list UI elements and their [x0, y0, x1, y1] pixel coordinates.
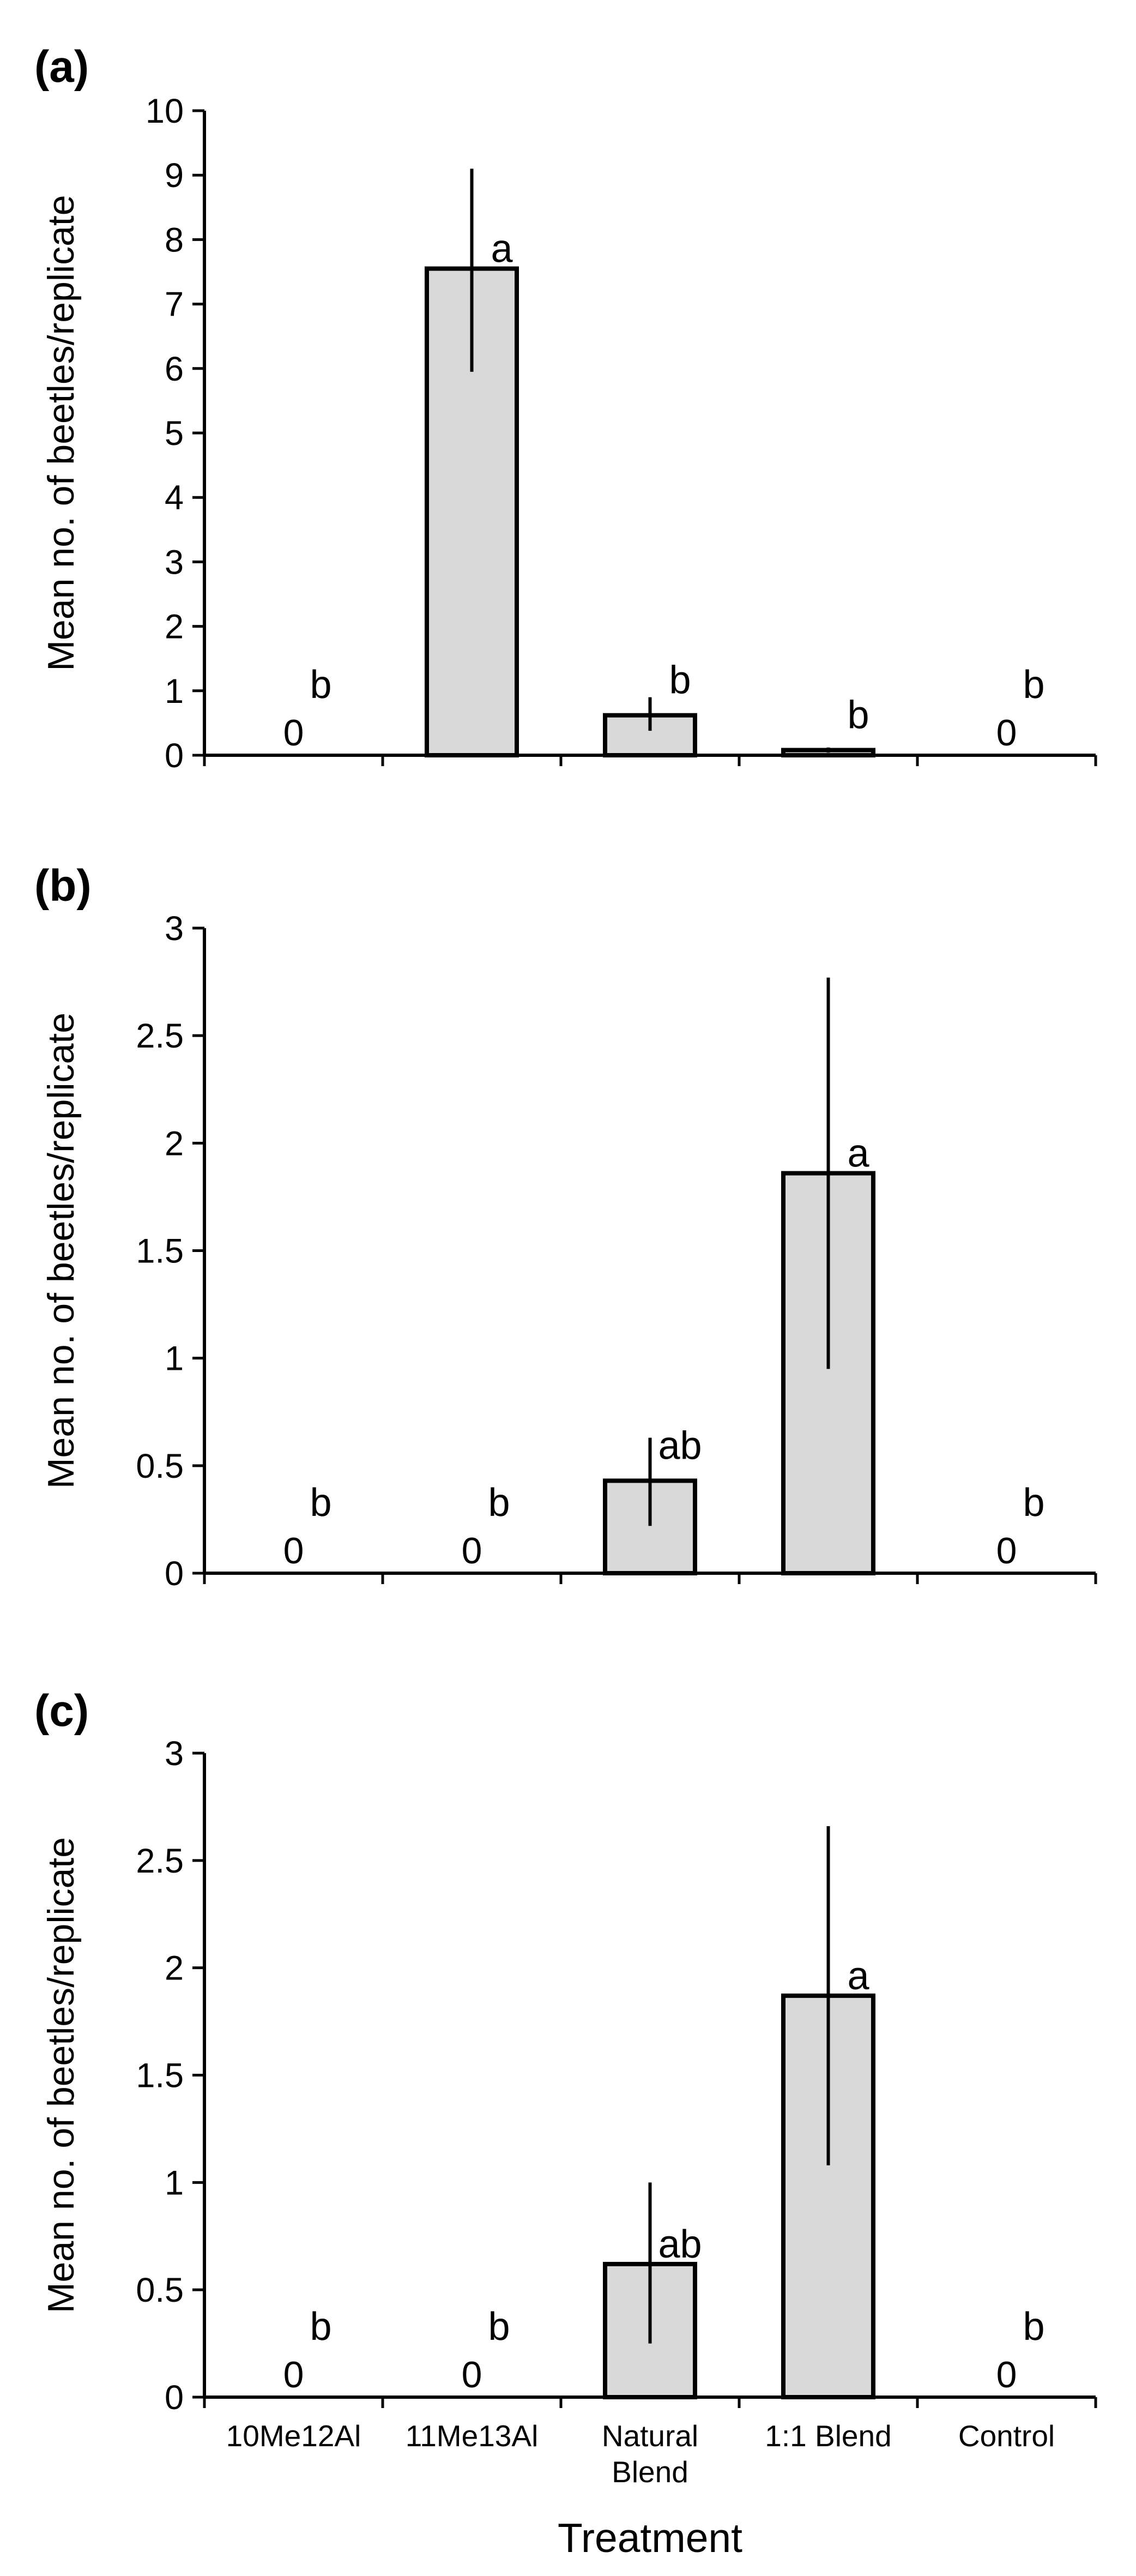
- panel-c-y-tick-label: 2.5: [136, 1842, 184, 1880]
- panel-a-y-tick-label: 0: [165, 737, 184, 775]
- panel-b-zero-label-1: 0: [283, 1530, 304, 1572]
- panel-a-zero-label-1: 0: [283, 712, 304, 754]
- panel-a-y-tick-label: 4: [165, 479, 184, 517]
- figure: (a)012345678910Mean no. of beetles/repli…: [0, 0, 1136, 2576]
- panel-a-y-axis-title: Mean no. of beetles/replicate: [40, 195, 82, 671]
- panel-c-y-tick-label: 0: [165, 2379, 184, 2417]
- panel-b-y-tick-label: 1: [165, 1340, 184, 1378]
- panel-c-category-label-2: 11Me13Al: [406, 2419, 539, 2453]
- panel-b-sig-letter-1: b: [310, 1481, 331, 1525]
- panel-a-sig-letter-4: b: [847, 694, 869, 737]
- panel-c-category-label-4: 1:1 Blend: [765, 2419, 891, 2453]
- panel-b-y-tick-label: 2: [165, 1124, 184, 1163]
- panel-a-y-tick-label: 2: [165, 608, 184, 646]
- panel-b-sig-letter-5: b: [1023, 1481, 1044, 1525]
- panel-c-x-axis-title: Treatment: [558, 2515, 742, 2561]
- panel-c-y-tick-label: 2: [165, 1949, 184, 1988]
- panel-b-y-tick-label: 0.5: [136, 1447, 184, 1485]
- panel-a-y-tick-label: 6: [165, 350, 184, 388]
- panel-a-zero-label-5: 0: [996, 712, 1017, 754]
- panel-a-y-tick-label: 1: [165, 672, 184, 711]
- panel-c-zero-label-5: 0: [996, 2354, 1017, 2396]
- panel-b-zero-label-5: 0: [996, 1530, 1017, 1572]
- panel-a-sig-letter-3: b: [669, 659, 691, 702]
- panel-b-sig-letter-2: b: [488, 1481, 510, 1525]
- panel-a-y-tick-label: 10: [146, 92, 184, 130]
- panel-c-sig-letter-5: b: [1023, 2305, 1044, 2349]
- panel-c-sig-letter-4: a: [847, 1954, 869, 1998]
- panel-b-label: (b): [34, 861, 92, 911]
- panel-c-category-label-1: 10Me12Al: [226, 2419, 361, 2453]
- panel-a-y-tick-label: 5: [165, 414, 184, 453]
- panel-c-y-tick-label: 0.5: [136, 2271, 184, 2309]
- panel-c-sig-letter-3: ab: [658, 2223, 702, 2266]
- panel-c-label: (c): [34, 1686, 89, 1736]
- panel-c-zero-label-2: 0: [462, 2354, 482, 2396]
- panel-b-y-axis-title: Mean no. of beetles/replicate: [40, 1013, 82, 1489]
- panel-a-label: (a): [34, 42, 89, 92]
- panel-a-y-tick-label: 3: [165, 543, 184, 581]
- panel-a-y-tick-label: 7: [165, 286, 184, 324]
- panel-b-y-tick-label: 2.5: [136, 1017, 184, 1055]
- panel-c-sig-letter-1: b: [310, 2305, 331, 2349]
- panel-c-category-label-3: Blend: [612, 2455, 688, 2489]
- panel-b-zero-label-2: 0: [462, 1530, 482, 1572]
- panel-c-category-label-3: Natural: [602, 2419, 698, 2453]
- panel-b-y-tick-label: 1.5: [136, 1232, 184, 1271]
- panel-b-sig-letter-4: a: [847, 1132, 869, 1176]
- panel-c-category-label-5: Control: [958, 2419, 1055, 2453]
- panel-c-y-tick-label: 1: [165, 2164, 184, 2202]
- panel-b-sig-letter-3: ab: [658, 1424, 702, 1467]
- panel-a-sig-letter-1: b: [310, 663, 331, 707]
- panel-c-zero-label-1: 0: [283, 2354, 304, 2396]
- panel-b-y-tick-label: 3: [165, 910, 184, 948]
- panel-c-y-tick-label: 3: [165, 1735, 184, 1773]
- panel-a-y-tick-label: 9: [165, 157, 184, 195]
- panel-a-sig-letter-5: b: [1023, 663, 1044, 707]
- panel-a-sig-letter-2: a: [491, 227, 513, 271]
- panel-c-y-tick-label: 1.5: [136, 2057, 184, 2095]
- panel-b-y-tick-label: 0: [165, 1555, 184, 1593]
- panel-a-y-tick-label: 8: [165, 221, 184, 259]
- panel-c-y-axis-title: Mean no. of beetles/replicate: [40, 1837, 82, 2313]
- panel-c-sig-letter-2: b: [488, 2305, 510, 2349]
